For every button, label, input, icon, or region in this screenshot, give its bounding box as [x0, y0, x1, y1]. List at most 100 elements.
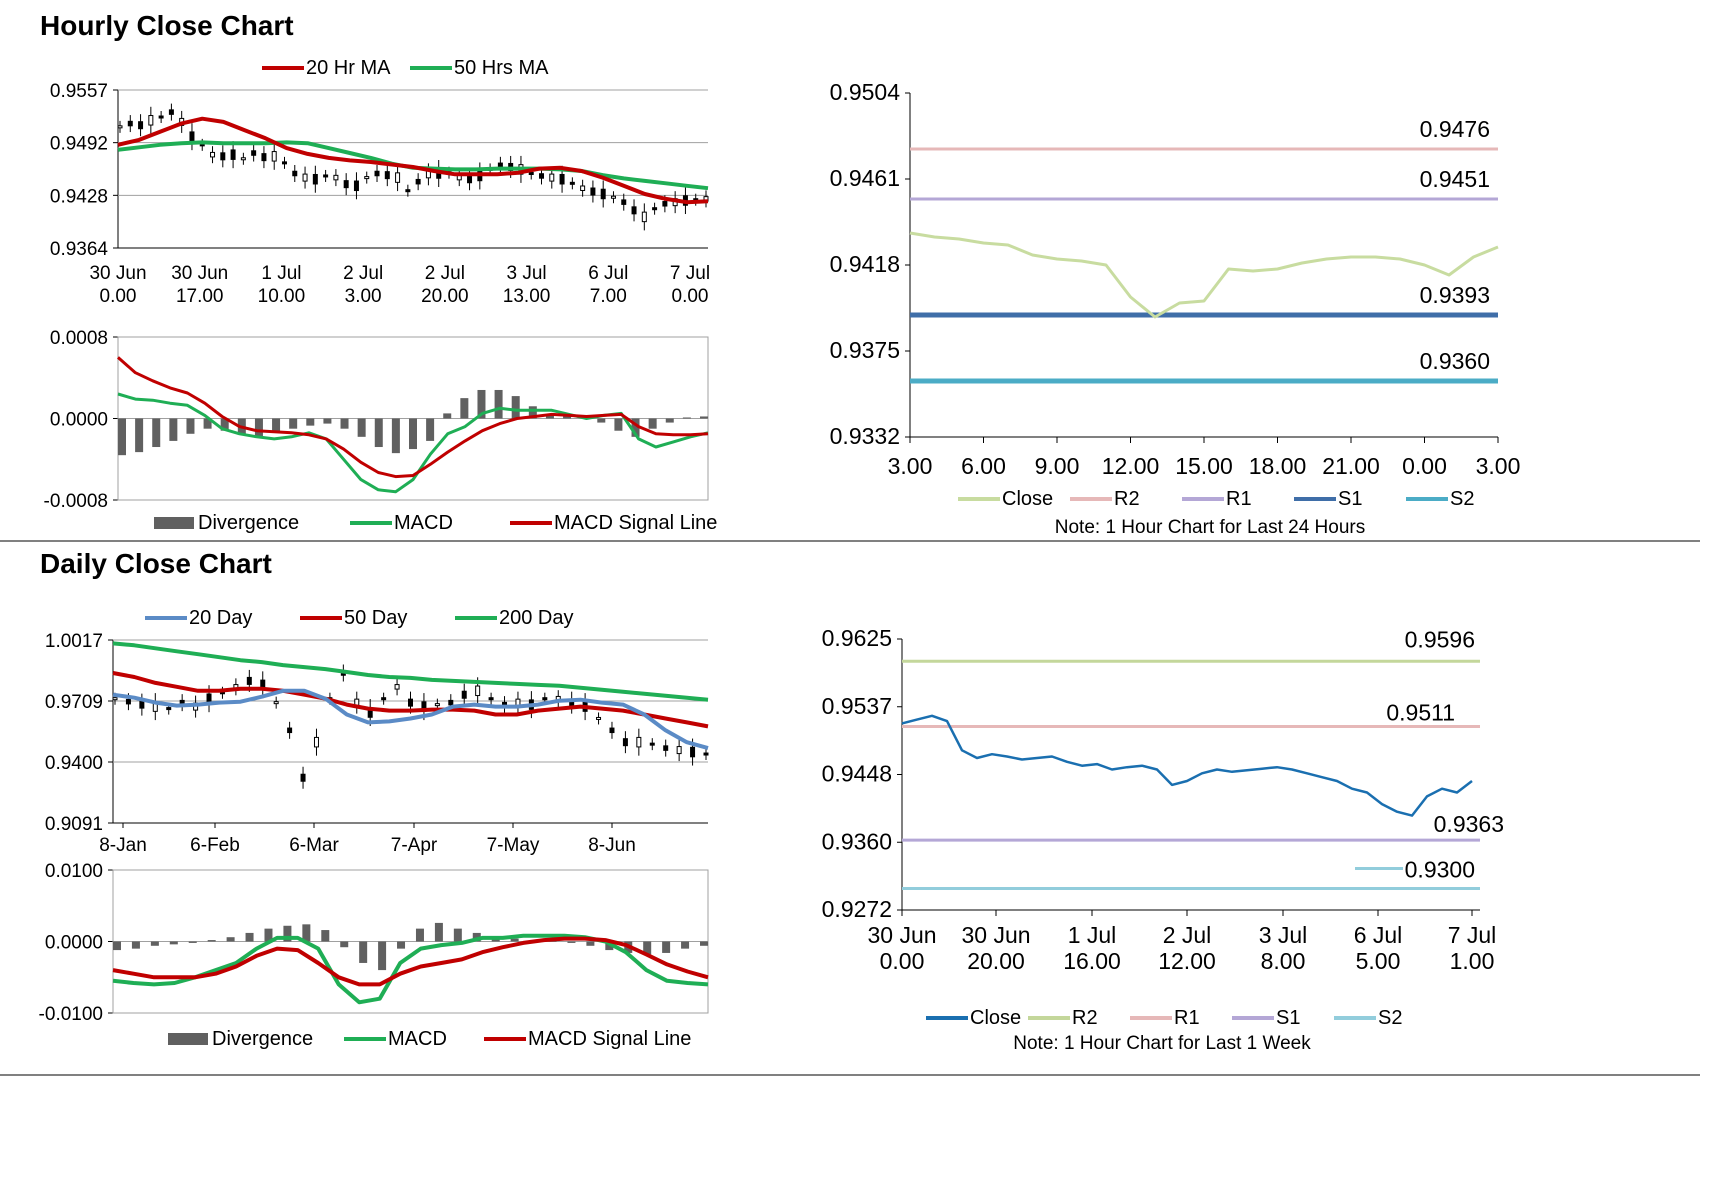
- hourly-price-candle: [343, 180, 349, 189]
- daily-levels-y-tick-label: 0.9360: [822, 828, 892, 854]
- hourly-price-candle: [251, 150, 257, 156]
- hourly-levels-legend-label: R2: [1114, 488, 1140, 510]
- daily-price-x-tick-label: 7-Apr: [391, 835, 438, 856]
- daily-price-candle: [112, 697, 118, 701]
- hourly-levels-x-tick-label: 18.00: [1249, 453, 1307, 479]
- daily-close-line: [901, 714, 1473, 817]
- daily-price-candle: [300, 773, 306, 782]
- hourly-macd-divergence-bar: [340, 418, 349, 429]
- hourly-levels-x-tick-label: 21.00: [1322, 453, 1380, 479]
- hourly-price-candle: [374, 170, 380, 177]
- hourly-price-candle: [220, 152, 226, 161]
- daily-price-y-tick-label: 1.0017: [45, 631, 103, 652]
- daily-price-candle: [448, 699, 454, 706]
- daily-levels-y-tick-label: 0.9272: [822, 896, 892, 922]
- hourly-price-candle: [621, 199, 627, 205]
- hourly-levels-note: Note: 1 Hour Chart for Last 24 Hours: [1055, 517, 1365, 538]
- daily-price-legend-label: 200 Day: [499, 607, 574, 629]
- hourly-price-candle: [364, 176, 370, 180]
- daily-levels-x-tick-label: 16.00: [1063, 948, 1121, 974]
- daily-price-candle: [609, 727, 615, 734]
- hourly-macd-divergence-bar: [409, 418, 417, 450]
- hourly-macd-divergence-bar: [460, 398, 469, 419]
- hourly-price-x-tick-label: 7 Jul: [670, 263, 710, 284]
- hourly-price-candle: [580, 185, 586, 191]
- daily-levels-legend-label: S1: [1276, 1007, 1300, 1029]
- daily-levels-note: Note: 1 Hour Chart for Last 1 Week: [1013, 1033, 1311, 1054]
- daily-50day-line: [112, 671, 709, 729]
- hourly-macd-divergence-bar: [426, 418, 435, 441]
- daily-macd-divergence-bar: [453, 928, 462, 942]
- hourly-macd-divergence-bar: [648, 418, 657, 429]
- daily-levels-legend-label: S2: [1378, 1007, 1402, 1029]
- hourly-price-x-tick-label: 20.00: [421, 286, 469, 307]
- hourly-macd-legend-label: MACD: [394, 512, 453, 534]
- daily-macd-divergence-bar: [302, 924, 311, 942]
- daily-macd-divergence-bar: [321, 930, 330, 942]
- hourly-macd-divergence-bar: [511, 396, 520, 419]
- hourly-price-candle: [569, 181, 575, 185]
- daily-macd-divergence-bar: [245, 932, 254, 942]
- daily-macd-legend-label: MACD: [388, 1028, 447, 1050]
- daily-macd-divergence-bar: [359, 941, 368, 963]
- daily-20day-line: [112, 688, 709, 751]
- hourly-price-candle: [168, 109, 174, 115]
- hourly-price-x-tick-label: 3.00: [345, 286, 382, 307]
- daily-macd-divergence-bar: [131, 941, 140, 949]
- daily-macd-signal-line: [112, 936, 709, 987]
- hourly-price-candle: [610, 195, 616, 199]
- hourly-levels-x-tick-label: 0.00: [1402, 453, 1447, 479]
- hourly-levels-x-tick-label: 3.00: [888, 453, 933, 479]
- hourly-price-x-tick-label: 3 Jul: [507, 263, 547, 284]
- daily-price-candle: [488, 697, 494, 701]
- hourly-macd-divergence-bar: [391, 418, 400, 454]
- daily-price-x-tick-label: 6-Mar: [289, 835, 339, 856]
- hourly-price-candle: [384, 171, 390, 180]
- daily-price-candle: [246, 676, 252, 685]
- hourly-price-candle: [127, 120, 133, 127]
- section-divider-top: [0, 540, 1700, 542]
- daily-price-candle: [663, 745, 669, 751]
- daily-price-x-tick-label: 6-Feb: [190, 835, 240, 856]
- daily-price-candle: [475, 685, 481, 697]
- daily-levels-x-tick-label: 12.00: [1158, 948, 1216, 974]
- hourly-price-candle: [590, 187, 596, 196]
- hourly-price-y-tick-label: 0.9364: [50, 239, 109, 260]
- daily-macd-divergence-bar: [567, 941, 576, 943]
- hourly-macd-divergence-bar: [272, 418, 281, 433]
- daily-price-y-tick-label: 0.9400: [45, 753, 103, 774]
- daily-macd-divergence-bar: [378, 941, 387, 971]
- section-divider-bottom: [0, 1074, 1700, 1076]
- hourly-price-x-tick-label: 13.00: [503, 286, 551, 307]
- hourly-macd-divergence-bar: [443, 413, 452, 419]
- daily-macd-divergence-bar: [188, 941, 197, 943]
- daily-price-legend-label: 50 Day: [344, 607, 407, 629]
- hourly-price-x-tick-label: 10.00: [258, 286, 306, 307]
- hourly-price-candle: [641, 211, 647, 223]
- hourly-macd-y-tick-label: 0.0000: [50, 410, 108, 431]
- hourly-macd-divergence-bar: [545, 414, 554, 419]
- hourly-levels-legend-label: S1: [1338, 488, 1362, 510]
- hourly-price-candle: [467, 175, 473, 184]
- daily-200day-line: [112, 641, 709, 702]
- daily-macd-divergence-bar: [681, 941, 690, 949]
- hourly-close-line: [909, 231, 1499, 319]
- daily-macd-y-tick-label: 0.0000: [45, 933, 103, 954]
- daily-levels-y-tick-label: 0.9537: [822, 693, 892, 719]
- daily-levels-x-tick-label: 2 Jul: [1163, 922, 1212, 948]
- daily-price-candle: [434, 703, 440, 707]
- daily-levels-x-tick-label: 20.00: [967, 948, 1025, 974]
- daily-macd-y-tick-label: -0.0100: [39, 1004, 103, 1025]
- hourly-macd-divergence-bar: [135, 418, 144, 453]
- hourly-levels-y-tick-label: 0.9375: [830, 337, 900, 363]
- daily-macd-divergence-bar: [264, 928, 273, 942]
- hourly-price-x-tick-label: 1 Jul: [261, 263, 301, 284]
- daily-price-candle: [273, 701, 279, 705]
- daily-level-r2-label: 0.9596: [1405, 626, 1475, 652]
- hourly-levels-x-tick-label: 15.00: [1175, 453, 1233, 479]
- daily-level-s1-label: 0.9363: [1434, 811, 1504, 837]
- daily-macd-chart: 0.0100 0.0000 -0.0100 Divergence MACD MACD Si…: [39, 861, 709, 1050]
- daily-levels-x-tick-label: 8.00: [1261, 948, 1306, 974]
- hourly-price-y-tick-label: 0.9492: [50, 134, 108, 155]
